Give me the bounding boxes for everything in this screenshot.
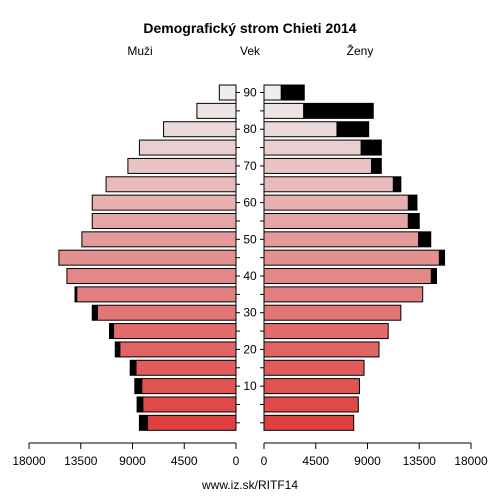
x-tick-label-women: 0: [261, 454, 268, 468]
women-bar-70-74: [263, 157, 382, 174]
women-bar-0-4: [263, 414, 355, 431]
age-tick-label: 80: [243, 122, 257, 136]
men-bar-70-74: [127, 157, 237, 174]
women-bar-40-44: [263, 268, 437, 285]
women-bar-20-24: [263, 341, 380, 358]
x-tick-label-women: 18000: [454, 454, 488, 468]
women-bar-25-29: [263, 323, 389, 340]
women-bar-15-19: [263, 359, 365, 376]
men-excess-0-4: [139, 415, 149, 431]
age-tick-label: 90: [243, 86, 257, 100]
men-bar-20-24: [114, 341, 237, 358]
men-bars: [58, 84, 237, 431]
women-bar-30-34: [263, 304, 402, 321]
women-excess-90+: [280, 85, 305, 101]
footer-url[interactable]: www.iz.sk/RITF14: [201, 478, 298, 492]
age-label: Vek: [240, 44, 261, 58]
men-excess-20-24: [115, 341, 121, 357]
women-label: Ženy: [347, 43, 374, 58]
men-bar-5-9: [136, 396, 237, 413]
women-excess-65-69: [392, 176, 401, 192]
x-tick-label-women: 13500: [403, 454, 437, 468]
women-excess-40-44: [430, 268, 437, 284]
women-excess-75-79: [360, 140, 382, 156]
women-excess-60-64: [407, 195, 417, 211]
men-bar-80-84: [163, 121, 237, 138]
men-excess-25-29: [109, 323, 115, 339]
women-bars: [263, 84, 446, 431]
women-bar-5-9: [263, 396, 359, 413]
age-tick-label: 50: [243, 232, 257, 246]
women-bar-60-64: [263, 194, 418, 211]
women-excess-70-74: [370, 158, 382, 174]
axes: 10 20 30 40 50 60 70 80 90 18000 13500 9000 4500 0 0 45…: [12, 85, 488, 468]
men-bar-15-19: [129, 359, 237, 376]
age-tick-label: 60: [243, 196, 257, 210]
age-tick-label: 20: [243, 342, 257, 356]
women-excess-50-54: [418, 231, 431, 247]
x-tick-label-men: 13500: [64, 454, 98, 468]
men-bar-55-59: [91, 212, 237, 229]
x-tick-label-men: 9000: [119, 454, 146, 468]
women-excess-80-84: [336, 121, 369, 137]
men-label: Muži: [127, 44, 152, 58]
age-tick-label: 10: [243, 379, 257, 393]
men-bar-50-54: [81, 231, 237, 248]
men-bar-25-29: [109, 323, 237, 340]
x-tick-label-men: 0: [233, 454, 240, 468]
men-bar-65-69: [105, 176, 237, 193]
men-excess-30-34: [92, 305, 98, 321]
women-bar-50-54: [263, 231, 432, 248]
men-bar-45-49: [58, 249, 237, 266]
age-tick-label: 70: [243, 159, 257, 173]
x-tick-label-men: 18000: [12, 454, 46, 468]
women-bar-10-14: [263, 378, 360, 395]
men-bar-30-34: [91, 304, 237, 321]
age-tick-label: 40: [243, 269, 257, 283]
women-bar-45-49: [263, 249, 446, 266]
women-bar-55-59: [263, 212, 420, 229]
women-excess-45-49: [438, 250, 445, 266]
men-bar-85-89: [196, 102, 237, 119]
women-bar-65-69: [263, 176, 402, 193]
x-tick-label-men: 4500: [171, 454, 198, 468]
men-excess-5-9: [137, 396, 144, 412]
men-bar-35-39: [74, 286, 237, 303]
x-tick-label-women: 9000: [354, 454, 381, 468]
chart-title: Demografický strom Chieti 2014: [143, 20, 356, 36]
men-bar-10-14: [134, 378, 237, 395]
women-excess-85-89: [303, 103, 374, 119]
men-bar-40-44: [66, 268, 237, 285]
men-bar-75-79: [138, 139, 237, 156]
men-excess-15-19: [130, 360, 137, 376]
women-excess-55-59: [407, 213, 420, 229]
x-tick-label-women: 4500: [302, 454, 329, 468]
men-bar-90+: [218, 84, 237, 101]
age-tick-label: 30: [243, 306, 257, 320]
women-bar-35-39: [263, 286, 424, 303]
men-excess-35-39: [75, 286, 78, 302]
men-excess-10-14: [134, 378, 143, 394]
men-bar-0-4: [138, 414, 237, 431]
men-bar-60-64: [91, 194, 237, 211]
